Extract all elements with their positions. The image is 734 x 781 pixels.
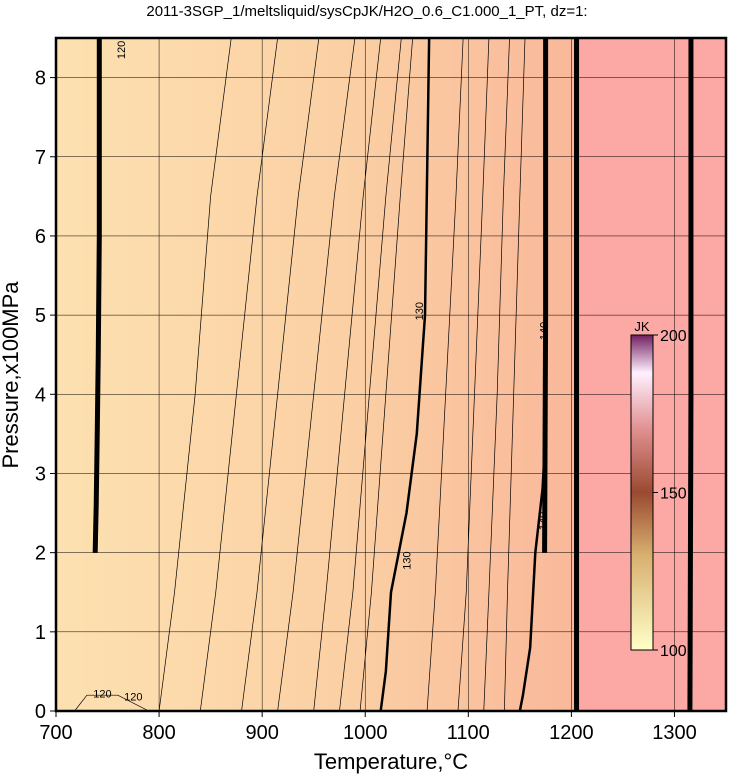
contour-label: 140 bbox=[539, 322, 551, 340]
y-tick-label: 2 bbox=[35, 543, 46, 565]
y-tick-label: 7 bbox=[35, 147, 46, 169]
y-axis-label: Pressure,x100MPa bbox=[0, 281, 23, 469]
chart-title: 2011-3SGP_1/meltsliquid/sysCpJK/H2O_0.6_… bbox=[146, 3, 587, 20]
y-tick-label: 4 bbox=[35, 384, 46, 406]
contour-label: 120 bbox=[116, 41, 128, 59]
x-tick-label: 1100 bbox=[447, 722, 490, 744]
x-tick-label: 1200 bbox=[549, 722, 594, 744]
y-tick-label: 8 bbox=[35, 68, 46, 90]
contour-label: 120 bbox=[124, 692, 142, 704]
y-tick-label: 3 bbox=[35, 463, 46, 485]
contour-line bbox=[687, 38, 694, 711]
colorbar-label: JK bbox=[634, 319, 650, 334]
x-tick-label: 800 bbox=[142, 722, 175, 744]
plot-frame bbox=[54, 36, 728, 713]
contour-line bbox=[542, 38, 549, 553]
x-tick-label: 1300 bbox=[652, 722, 697, 744]
y-tick-label: 5 bbox=[35, 305, 46, 327]
contour-line bbox=[74, 694, 149, 711]
contour-label: 130 bbox=[414, 302, 426, 320]
colorbar-tick-label: 200 bbox=[660, 328, 687, 345]
colorbar-tick-label: 100 bbox=[660, 643, 687, 660]
x-axis-label: Temperature,°C bbox=[314, 749, 468, 774]
colorbar-tick-label: 150 bbox=[660, 486, 687, 503]
field-low bbox=[56, 38, 577, 711]
plot-area bbox=[56, 38, 726, 711]
contour-label: 120 bbox=[93, 689, 111, 701]
x-tick-label: 700 bbox=[39, 722, 72, 744]
x-tick-label: 1000 bbox=[343, 722, 388, 744]
y-tick-label: 0 bbox=[35, 701, 46, 723]
x-tick-label: 900 bbox=[245, 722, 278, 744]
colorbar bbox=[630, 334, 654, 651]
contour-label: 130 bbox=[401, 551, 413, 569]
contour-label: 140 bbox=[538, 512, 550, 530]
y-tick-label: 6 bbox=[35, 226, 46, 248]
y-tick-label: 1 bbox=[35, 622, 46, 644]
